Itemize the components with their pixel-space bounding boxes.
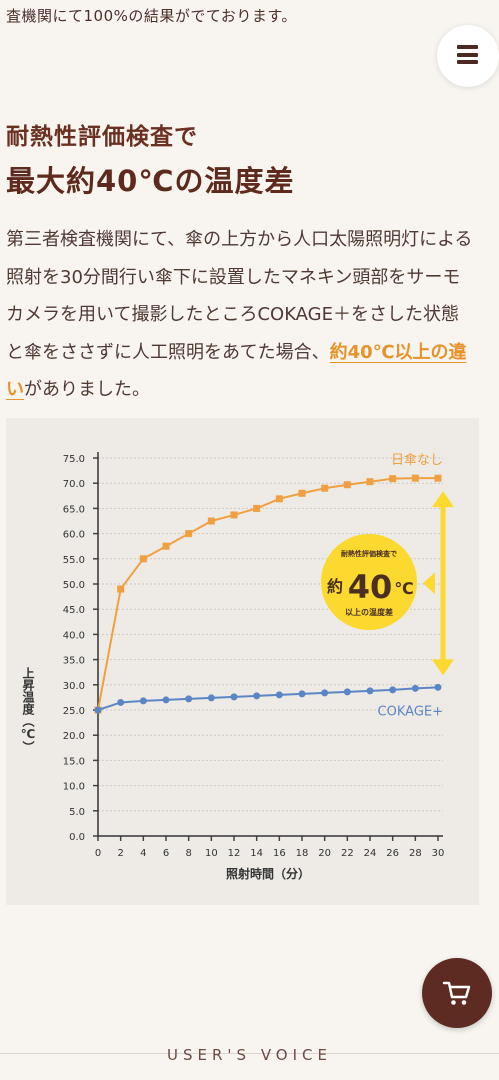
y-tick-label: 65.0 [63,504,85,515]
y-tick-label: 15.0 [63,756,85,767]
section-heading-line1: 耐熱性評価検査で [6,124,198,150]
callout-prefix: 約 [327,577,343,596]
data-point [139,555,147,563]
hamburger-menu-icon [457,45,478,64]
data-point [139,697,147,705]
data-point [94,706,102,714]
section-heading-line2: 最大約40℃の温度差 [6,164,295,198]
data-point [275,495,283,503]
difference-arrow-up [432,491,454,508]
series-line [97,477,438,711]
data-point [162,542,170,550]
data-point [207,694,215,702]
data-point [275,691,283,699]
callout-caption-bottom: 以上の温度差 [345,607,393,617]
x-tick-label: 12 [228,848,241,859]
data-point [253,692,261,700]
y-tick-label: 25.0 [63,706,85,717]
data-point [389,475,397,483]
description-text: 第三者検査機関にて、傘の上方から人口太陽照明灯による照射を30分間行い傘下に設置… [6,229,473,363]
x-tick-label: 10 [205,848,218,859]
data-point [298,489,306,497]
x-tick-label: 2 [117,848,123,859]
x-tick-label: 20 [318,848,331,859]
x-tick-label: 26 [386,848,399,859]
intro-text-tail: 査機関にて100%の結果がでております。 [6,7,297,25]
data-point [207,517,215,525]
y-tick-label: 40.0 [63,630,85,641]
y-tick-label: 10.0 [63,782,85,793]
data-point [185,530,193,538]
series-label-cokage: COKAGE+ [378,704,443,719]
series-label-no-umbrella: 日傘なし [391,453,443,468]
description-paragraph: 第三者検査機関にて、傘の上方から人口太陽照明灯による照射を30分間行い傘下に設置… [6,221,476,409]
data-point [298,690,306,698]
x-tick-label: 30 [432,848,445,859]
y-tick-label: 45.0 [63,605,85,616]
x-tick-label: 4 [140,848,146,859]
y-tick-label: 0.0 [69,832,85,843]
data-point [411,474,419,482]
data-point [230,511,238,519]
x-tick-label: 8 [185,848,191,859]
x-axis-label: 照射時間（分） [226,866,310,881]
temperature-chart: 0.0 5.0 10.0 15.0 20.0 25.0 30.0 35.0 40.0 45.0 50… [6,418,479,905]
y-tick-label: 75.0 [63,454,85,465]
difference-pointer [423,572,435,595]
difference-arrow-down [432,659,454,676]
data-point [434,683,442,691]
data-point [343,481,351,489]
data-point [253,504,261,512]
x-tick-label: 28 [409,848,422,859]
x-tick-label: 18 [296,848,309,859]
callout-caption: 耐熱性評価検査で [341,549,397,558]
y-tick-label: 60.0 [63,530,85,541]
data-point [162,696,170,704]
cart-icon [442,981,471,1005]
y-tick-label: 20.0 [63,731,85,742]
x-tick-label: 0 [95,848,101,859]
y-tick-label: 35.0 [63,656,85,667]
y-axis-label: 上昇温度（℃） [21,666,35,753]
x-tick-label: 16 [273,848,286,859]
data-point [185,695,193,703]
difference-callout [321,534,417,630]
x-tick-label: 6 [163,848,169,859]
y-tick-label: 30.0 [63,681,85,692]
callout-unit: ℃ [394,579,413,598]
x-tick-label: 24 [364,848,377,859]
data-point [366,478,374,486]
data-point [411,684,419,692]
x-tick-label: 22 [341,848,354,859]
cart-button[interactable] [422,958,492,1028]
series-line [97,686,439,711]
data-point [117,698,125,706]
x-tick-label: 14 [250,848,263,859]
data-point [434,474,442,482]
section-divider [0,1053,499,1054]
description-text-end: がありました。 [24,379,150,400]
y-tick-label: 5.0 [69,807,85,818]
users-voice-heading: USER'S VOICE [167,1046,332,1064]
data-point [389,686,397,694]
data-point [366,687,374,695]
data-point [321,484,329,492]
menu-button[interactable] [437,25,499,87]
highlight-text: 約40℃以上の違い [6,341,467,401]
data-point [230,693,238,701]
data-point [321,689,329,697]
data-point [343,688,351,696]
callout-value: 40 [348,568,393,606]
y-tick-label: 55.0 [63,555,85,566]
chart-svg: 0.0 5.0 10.0 15.0 20.0 25.0 30.0 35.0 40.0 45.0 50… [21,452,454,881]
data-point [117,585,125,593]
y-tick-label: 70.0 [63,479,85,490]
y-tick-label: 50.0 [63,580,85,591]
